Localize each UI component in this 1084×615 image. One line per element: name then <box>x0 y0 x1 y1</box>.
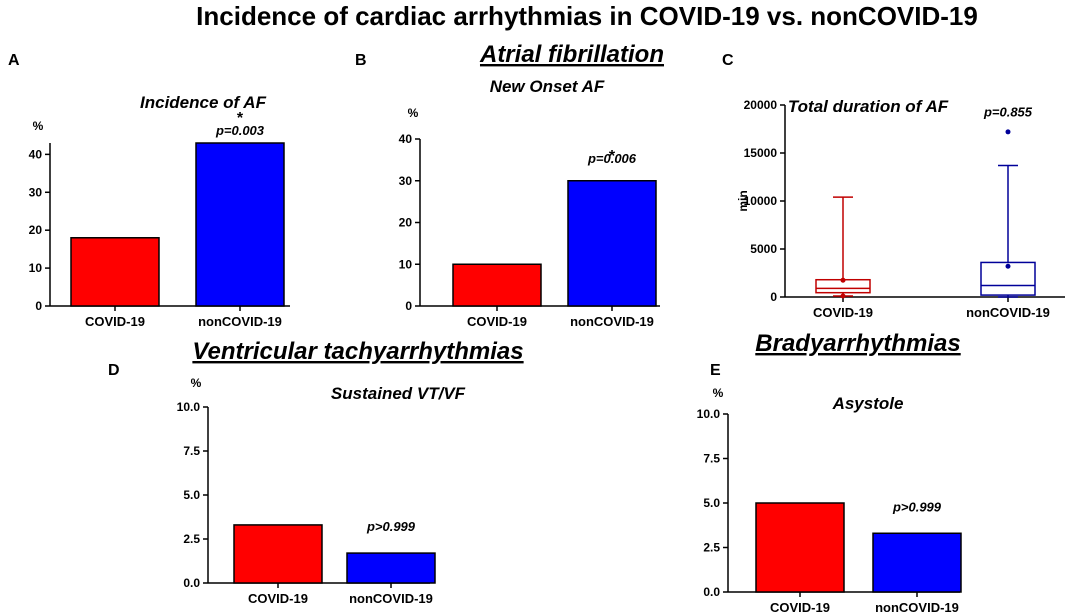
y-tick-label: 10000 <box>744 194 778 208</box>
panel-a: A Incidence of AF% 0 10 20 30 40 COVID-19 nonCOV… <box>8 52 290 329</box>
y-tick-label: 5.0 <box>183 488 200 502</box>
chart-title: Sustained VT/VF <box>331 384 466 403</box>
significance-star: * <box>609 148 616 165</box>
panel-label: C <box>722 52 734 69</box>
panel-label: A <box>8 52 20 69</box>
p-value: p>0.999 <box>366 519 416 534</box>
outlier-point <box>840 293 846 299</box>
y-tick-label: 40 <box>399 132 413 146</box>
bar-noncovid-19 <box>567 180 657 307</box>
p-value: p=0.855 <box>983 105 1033 120</box>
bar-covid-19 <box>755 502 845 593</box>
outlier-point <box>1005 129 1011 135</box>
panel-e: E Asystole% 0.0 2.5 5.0 7.5 10.0 COVID-19 nonCOV… <box>697 362 962 615</box>
bar-noncovid-19 <box>195 142 285 307</box>
x-tick-label: COVID-19 <box>248 591 308 606</box>
y-tick-label: 0.0 <box>183 576 200 590</box>
y-tick-label: 0.0 <box>703 585 720 599</box>
chart-title: Total duration of AF <box>788 97 949 116</box>
x-tick-label: COVID-19 <box>813 305 873 320</box>
y-axis-unit: % <box>33 119 44 133</box>
section-heading-af: Atrial fibrillation <box>479 41 664 68</box>
bar-covid-19 <box>233 524 323 584</box>
x-tick-label: nonCOVID-19 <box>349 591 433 606</box>
y-tick-label: 20 <box>29 223 43 237</box>
chart-title: Asystole <box>832 394 904 413</box>
panel-label: D <box>108 362 120 379</box>
y-tick-label: 7.5 <box>183 444 200 458</box>
panel-b: B New Onset AF% 0 10 20 30 40 COVID-19 nonCOVID-… <box>355 52 660 329</box>
significance-star: * <box>237 110 244 127</box>
y-tick-label: 20 <box>399 216 413 230</box>
bar-covid-19 <box>452 263 542 307</box>
section-heading-brady: Bradyarrhythmias <box>755 330 960 357</box>
panel-label: B <box>355 52 367 69</box>
outlier-point <box>1005 263 1011 269</box>
x-tick-label: nonCOVID-19 <box>875 600 959 615</box>
x-tick-label: COVID-19 <box>770 600 830 615</box>
chart-title: Incidence of AF <box>140 93 267 112</box>
y-tick-label: 10 <box>399 257 413 271</box>
y-tick-label: 20000 <box>744 98 778 112</box>
y-tick-label: 7.5 <box>703 452 720 466</box>
panel-c: C Total duration of AF min 0 5000 10000 15000 2… <box>722 52 1065 320</box>
p-value: p>0.999 <box>892 499 942 514</box>
y-tick-label: 10.0 <box>697 407 721 421</box>
y-tick-label: 5000 <box>750 242 777 256</box>
y-tick-label: 2.5 <box>183 532 200 546</box>
panel-label: E <box>710 362 721 379</box>
y-axis-label: min <box>736 190 750 211</box>
y-tick-label: 30 <box>399 174 413 188</box>
p-value: p=0.003 <box>215 123 265 138</box>
bar-covid-19 <box>70 237 160 307</box>
x-tick-label: nonCOVID-19 <box>966 305 1050 320</box>
chart-title: New Onset AF <box>490 77 605 96</box>
bar-noncovid-19 <box>346 552 436 584</box>
y-tick-label: 15000 <box>744 146 778 160</box>
figure-title: Incidence of cardiac arrhythmias in COVI… <box>196 1 978 31</box>
y-tick-label: 0 <box>35 299 42 313</box>
chart-panels: A Incidence of AF% 0 10 20 30 40 COVID-19 nonCOV… <box>8 52 1065 615</box>
y-tick-label: 10 <box>29 261 43 275</box>
x-tick-label: nonCOVID-19 <box>570 314 654 329</box>
y-axis-unit: % <box>191 376 202 390</box>
panel-d: D Sustained VT/VF% 0.0 2.5 5.0 7.5 10.0 COVID-1… <box>108 362 466 606</box>
y-tick-label: 30 <box>29 185 43 199</box>
y-tick-label: 10.0 <box>177 400 201 414</box>
bar-noncovid-19 <box>872 532 962 593</box>
section-heading-vt: Ventricular tachyarrhythmias <box>192 338 523 365</box>
y-axis-unit: % <box>408 106 419 120</box>
y-axis-unit: % <box>713 386 724 400</box>
x-tick-label: COVID-19 <box>467 314 527 329</box>
box-noncovid-19 <box>980 261 1036 296</box>
x-tick-label: nonCOVID-19 <box>198 314 282 329</box>
y-tick-label: 40 <box>29 147 43 161</box>
y-tick-label: 2.5 <box>703 541 720 555</box>
y-tick-label: 5.0 <box>703 496 720 510</box>
y-tick-label: 0 <box>770 290 777 304</box>
outlier-point <box>840 277 846 283</box>
y-tick-label: 0 <box>405 299 412 313</box>
p-value: p=0.006 <box>587 151 637 166</box>
x-tick-label: COVID-19 <box>85 314 145 329</box>
